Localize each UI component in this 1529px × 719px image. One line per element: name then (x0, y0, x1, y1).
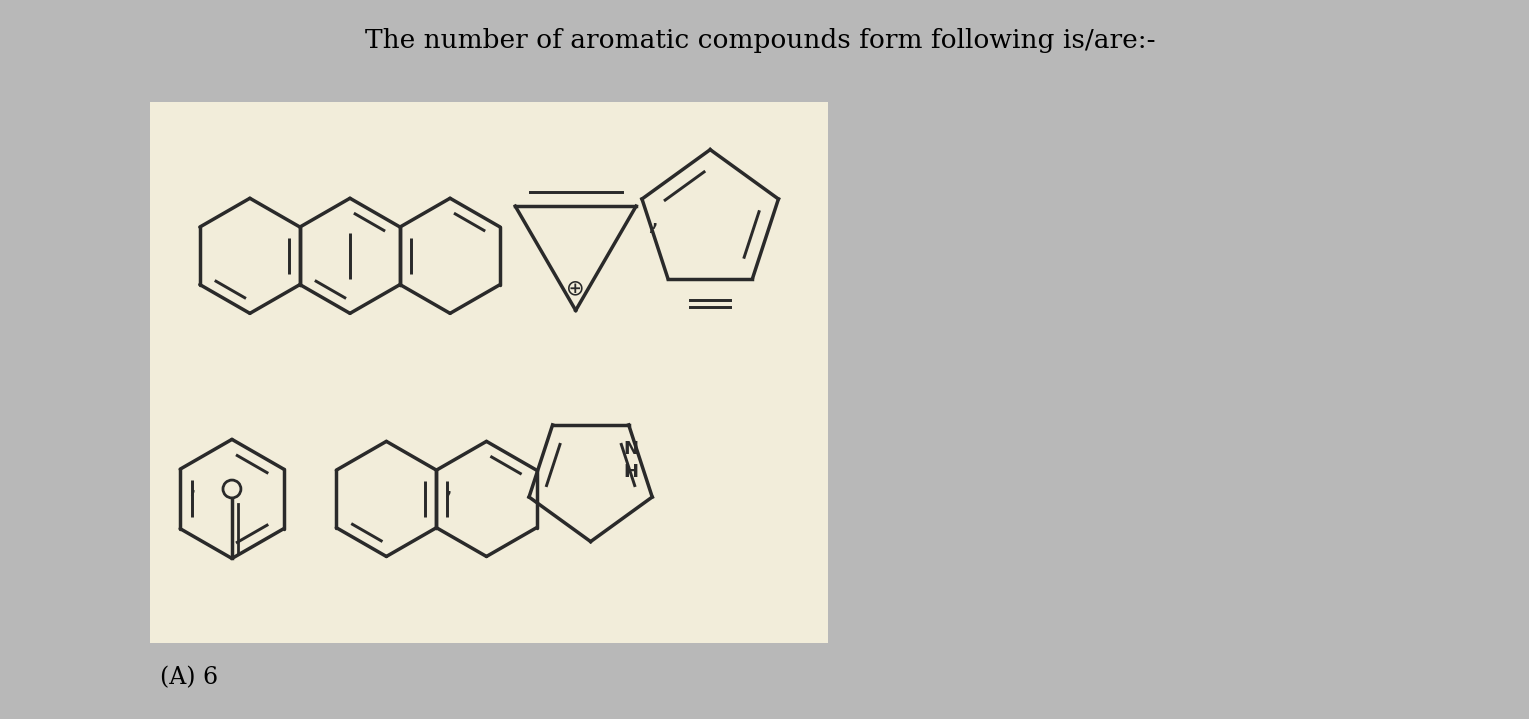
Text: ,: , (650, 207, 657, 231)
Text: ,: , (445, 475, 453, 499)
Text: ,: , (647, 211, 654, 235)
Text: The number of aromatic compounds form following is/are:-: The number of aromatic compounds form fo… (365, 28, 1156, 53)
Text: ,: , (188, 474, 196, 498)
Text: N: N (624, 440, 638, 458)
FancyBboxPatch shape (150, 102, 827, 643)
Text: H: H (624, 462, 638, 480)
Text: (A) 6: (A) 6 (161, 666, 219, 689)
Text: ⊕: ⊕ (566, 278, 586, 298)
